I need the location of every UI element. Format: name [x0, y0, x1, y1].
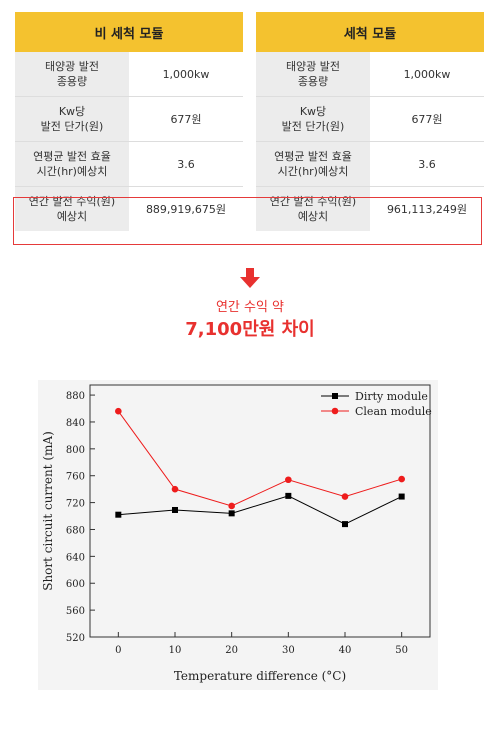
x-tick-label: 20: [225, 645, 238, 656]
x-tick-label: 40: [339, 645, 352, 656]
data-point: [341, 493, 349, 500]
legend-marker: [331, 407, 339, 415]
table-title: 세척 모듈: [256, 12, 484, 52]
data-point: [228, 510, 235, 517]
row-value: 3.6: [370, 141, 484, 187]
data-point: [342, 521, 348, 528]
summary-line-2: 7,100만원 차이: [185, 319, 315, 340]
y-axis-label: Short circuit current (mA): [41, 431, 55, 591]
x-tick-label: 30: [282, 645, 295, 656]
y-tick-label: 760: [66, 472, 85, 483]
row-value: 677원: [370, 96, 484, 142]
y-tick-label: 720: [66, 499, 85, 510]
chart-background: [38, 380, 438, 690]
x-axis-label: Temperature difference (°C): [174, 669, 346, 683]
row-value: 1,000kw: [370, 52, 484, 97]
series-line-clean: [117, 410, 402, 507]
row-label: 연간 발전 수익(원) 예상치: [256, 186, 370, 231]
y-tick-label: 560: [66, 606, 85, 617]
data-point: [115, 407, 122, 415]
y-tick-label: 880: [66, 391, 85, 402]
series-line-dirty: [118, 495, 402, 525]
plot-frame: [89, 384, 431, 638]
data-point: [285, 492, 292, 499]
legend-label: Dirty module: [355, 390, 428, 403]
x-tick-label: 0: [115, 645, 121, 656]
row-label: 연간 발전 수익(원) 예상치: [15, 186, 129, 231]
data-point: [172, 506, 178, 513]
arrow-down-icon: [240, 268, 260, 288]
y-tick-label: 520: [66, 633, 85, 644]
row-label: 연평균 발전 효율 시간(hr)예상치: [256, 141, 370, 187]
row-label: Kw당 발전 단가(원): [15, 96, 129, 142]
row-label: 태양광 발전 종용량: [256, 52, 370, 97]
y-tick-label: 640: [66, 552, 85, 563]
row-value: 3.6: [129, 141, 243, 187]
short-circuit-current-chart: 520 560 600 640 680 720 760 800 840 880 0 10 20 30 40 5…: [38, 380, 438, 690]
summary-line-1: 연간 수익 약: [215, 300, 285, 315]
x-tick-label: 50: [395, 645, 408, 656]
data-point: [115, 511, 122, 518]
row-label: 연평균 발전 효율 시간(hr)예상치: [15, 141, 129, 187]
legend-label: Clean module: [355, 405, 432, 418]
row-value: 889,919,675원: [129, 186, 243, 231]
y-tick-label: 600: [66, 579, 85, 590]
x-tick-label: 10: [169, 645, 182, 656]
row-value: 677원: [129, 96, 243, 142]
table-dirty-module: 비 세척 모듈 태양광 발전 종용량 1,000kw Kw당 발전 단가(원) 67…: [15, 12, 243, 231]
row-label: 태양광 발전 종용량: [15, 52, 129, 97]
table-title: 비 세척 모듈: [15, 12, 243, 52]
legend-marker: [332, 393, 338, 399]
y-tick-label: 680: [66, 525, 85, 536]
data-point: [398, 493, 405, 500]
table-clean-module: 세척 모듈 태양광 발전 종용량 1,000kw Kw당 발전 단가(원) 677원…: [256, 12, 484, 231]
y-tick-label: 840: [66, 418, 85, 429]
data-point: [285, 476, 292, 484]
row-value: 961,113,249원: [370, 186, 484, 231]
row-value: 1,000kw: [129, 52, 243, 97]
data-point: [171, 485, 179, 493]
y-tick-label: 800: [66, 445, 85, 456]
data-point: [398, 475, 405, 483]
row-label: Kw당 발전 단가(원): [256, 96, 370, 142]
data-point: [228, 502, 235, 510]
